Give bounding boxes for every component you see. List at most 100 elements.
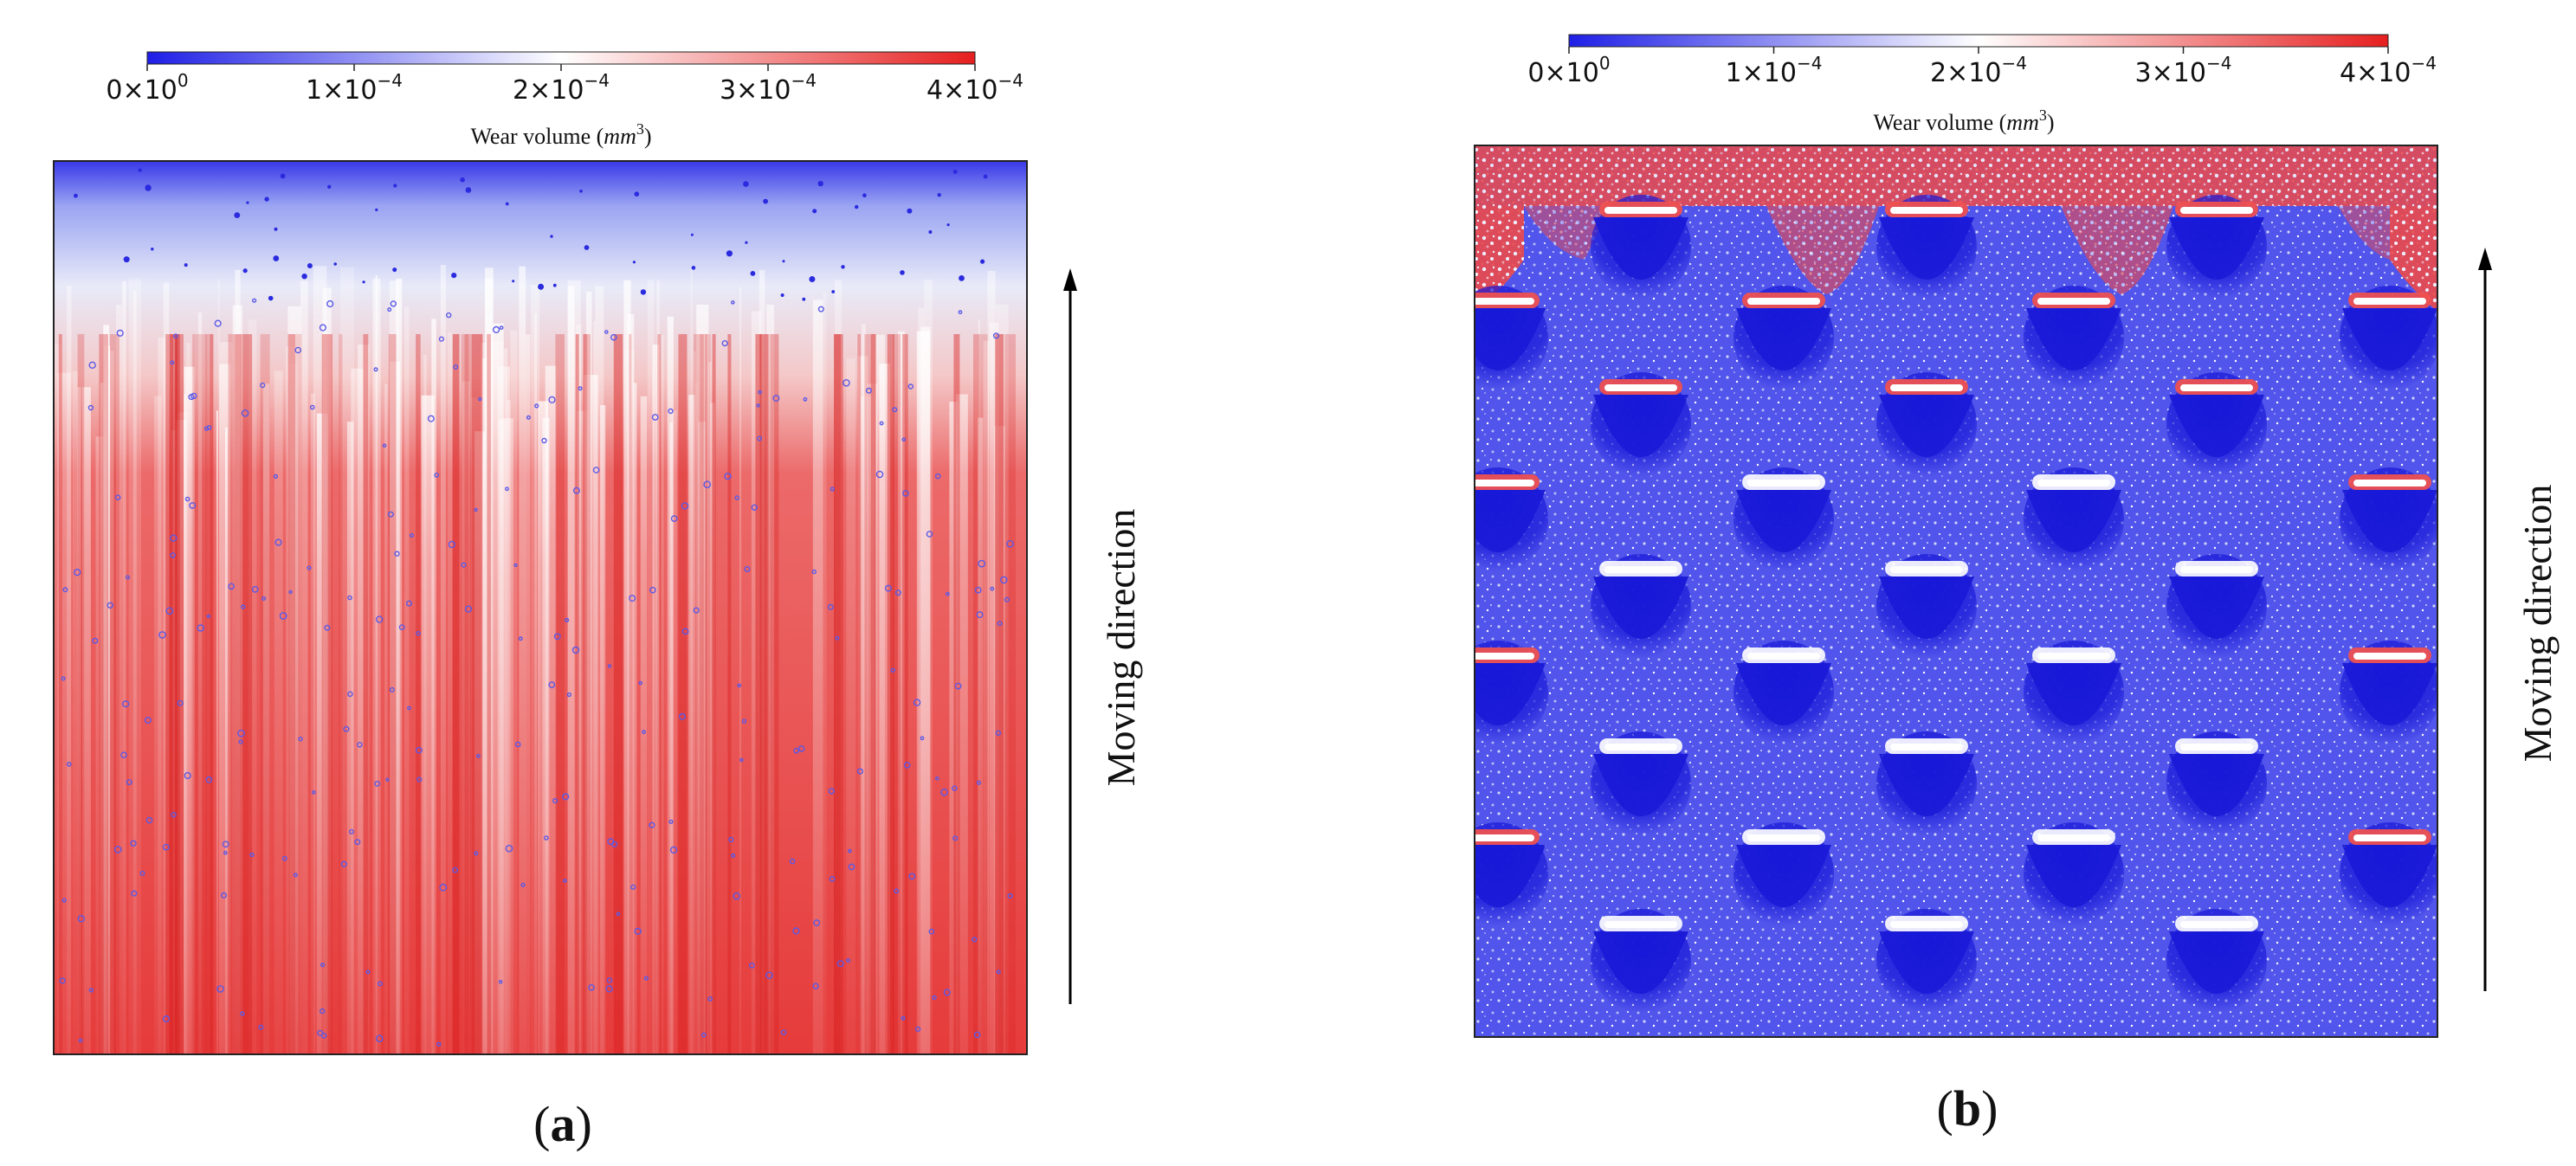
wear-dot: [907, 383, 914, 390]
wear-dot: [387, 307, 392, 312]
wear-dot: [772, 395, 780, 403]
wear-dot: [170, 552, 176, 558]
wear-streak-dark: [864, 334, 875, 1054]
colorbar-a: 0×100 1×10−4 2×10−4 3×10−4 4×10−4 Wear volum…: [106, 51, 1023, 149]
dimple-rim-highlight: [1604, 566, 1677, 573]
wear-dot: [817, 306, 824, 312]
wear-streak: [534, 312, 537, 1054]
wear-dot: [274, 538, 282, 546]
wear-streak: [184, 394, 186, 1054]
wear-dot: [946, 591, 950, 596]
wear-dot: [184, 771, 191, 780]
wear-dot: [846, 958, 851, 963]
wear-dot: [228, 583, 235, 590]
panel-b: 0×100 1×10−4 2×10−4 3×10−4 4×10−4 Wear volum…: [1474, 34, 2560, 1137]
heatmap-b-dimples: [1475, 195, 2437, 1013]
wear-dot: [59, 977, 66, 984]
wear-dot: [434, 473, 440, 478]
colorbar-a-bar: [146, 51, 976, 65]
wear-dot: [376, 615, 384, 623]
wear-dot: [385, 777, 390, 782]
wear-dot: [1004, 596, 1010, 602]
wear-dot: [892, 407, 898, 413]
wear-streak-dark: [210, 334, 214, 1054]
wear-dot: [165, 607, 174, 615]
wear-streak: [510, 330, 518, 1054]
wear-dot: [751, 504, 758, 511]
wear-dot: [234, 212, 241, 219]
wear-streak: [624, 350, 635, 1054]
wear-dot: [592, 467, 600, 473]
wear-streak: [823, 293, 827, 1054]
wear-streak-dark: [629, 334, 632, 1054]
wear-streak-dark: [705, 334, 708, 1054]
wear-dot: [512, 280, 515, 283]
colorbar-tick-label: 4×10−4: [926, 70, 1023, 106]
dimple-body: [2024, 641, 2124, 744]
dimple-body: [1591, 372, 1691, 476]
wear-dot: [113, 846, 122, 854]
dimple-body: [1733, 641, 1834, 744]
dimple-body: [1876, 731, 1977, 835]
wear-dot: [721, 340, 728, 347]
wear-dot: [901, 437, 907, 442]
wear-streak: [197, 312, 203, 1054]
colorbar-tick-label: 2×10−4: [513, 70, 610, 106]
wear-dot: [1007, 892, 1013, 899]
wear-dot: [279, 612, 287, 620]
colorbar-tick-label: 3×10−4: [2135, 53, 2232, 88]
wear-dot: [319, 324, 327, 332]
wear-streak: [595, 286, 604, 1054]
colorbar-b-label: Wear volume (mm3): [1873, 106, 2054, 135]
wear-dot: [138, 168, 142, 172]
wear-dot: [120, 751, 127, 759]
wear-dot: [67, 762, 72, 767]
wear-streak: [707, 362, 712, 1054]
wear-dot: [726, 250, 733, 257]
wear-dot: [130, 840, 137, 847]
wear-dot: [811, 569, 817, 575]
wear-dot: [550, 235, 553, 238]
wear-dot: [572, 486, 580, 494]
wear-dot: [131, 890, 138, 897]
wear-dot: [514, 741, 521, 748]
wear-dot: [333, 262, 338, 266]
colorbar-b-bar: [1568, 34, 2389, 48]
wear-streak: [640, 396, 648, 1054]
wear-dot: [744, 566, 751, 573]
dimple-rim-highlight: [2037, 653, 2110, 660]
wear-dot: [222, 841, 229, 848]
wear-dot: [691, 266, 696, 270]
wear-dot: [77, 915, 86, 923]
wear-dot: [389, 686, 395, 693]
wear-streak-dark: [575, 334, 579, 1054]
wear-dot: [505, 486, 509, 492]
dimple-body: [2166, 195, 2267, 299]
wear-dot: [908, 873, 916, 880]
wear-streak: [955, 394, 968, 1054]
wear-streak-dark: [228, 334, 235, 1054]
wear-streak: [287, 306, 301, 1054]
dimple-rim-highlight: [1747, 298, 1820, 305]
dimple-body: [1876, 909, 1977, 1013]
wear-dot: [992, 332, 1000, 339]
wear-dot: [309, 404, 315, 410]
wear-dot: [416, 776, 423, 783]
wear-dot: [273, 255, 280, 261]
wear-dot: [604, 330, 609, 334]
wear-dot: [170, 534, 178, 542]
wear-dot: [242, 268, 248, 274]
wear-dot: [241, 604, 246, 609]
wear-dot: [690, 233, 694, 236]
wear-streak-dark: [461, 334, 469, 1054]
wear-streak-dark: [233, 334, 243, 1054]
wear-dot: [365, 970, 371, 975]
dimple-body: [1475, 822, 1548, 926]
wear-dot: [188, 394, 195, 401]
wear-dot: [782, 260, 785, 263]
dimple-rim-highlight: [1890, 384, 1963, 391]
wear-dot: [643, 976, 649, 981]
dimple-body: [2166, 372, 2267, 476]
wear-dot: [264, 196, 269, 202]
wear-streak-dark: [235, 334, 242, 1054]
